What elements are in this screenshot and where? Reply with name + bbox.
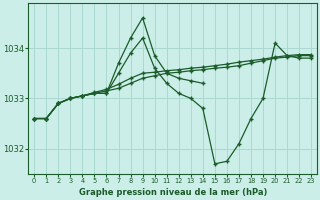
- X-axis label: Graphe pression niveau de la mer (hPa): Graphe pression niveau de la mer (hPa): [78, 188, 267, 197]
